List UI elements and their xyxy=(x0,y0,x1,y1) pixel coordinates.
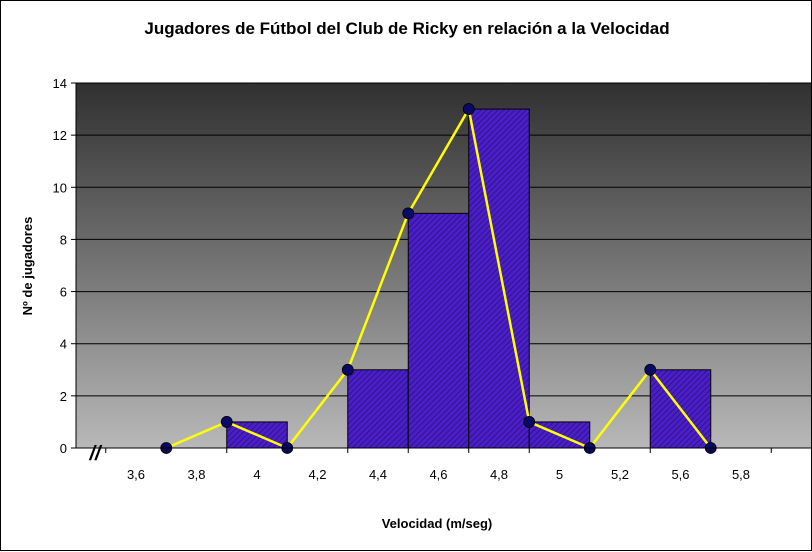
x-tick-label: 4 xyxy=(253,467,260,482)
polygon-point xyxy=(644,363,657,376)
x-tick-label: 4,4 xyxy=(369,467,387,482)
x-tick-label: 3,6 xyxy=(127,467,145,482)
chart-title: Jugadores de Fútbol del Club de Ricky en… xyxy=(144,19,669,38)
frequency-polygon xyxy=(165,105,712,450)
y-tick-label: 14 xyxy=(53,76,67,91)
polygon-point xyxy=(220,416,233,428)
y-tick-label: 10 xyxy=(53,180,67,195)
x-tick-label: 5,8 xyxy=(732,467,750,482)
polygon-line xyxy=(165,105,712,450)
y-tick-label: 2 xyxy=(60,389,67,404)
polygon-point xyxy=(402,207,415,220)
y-axis-label: Nº de jugadores xyxy=(20,217,35,316)
histogram-bar xyxy=(347,369,409,449)
polygon-point xyxy=(523,416,536,428)
y-tick-label: 4 xyxy=(60,337,67,352)
x-tick-label: 4,2 xyxy=(308,467,326,482)
x-tick-label: 5,6 xyxy=(671,467,689,482)
y-tick-label: 8 xyxy=(60,232,67,247)
x-tick-label: 4,6 xyxy=(429,467,447,482)
x-tick-label: 5 xyxy=(556,467,563,482)
x-tick-label: 3,8 xyxy=(187,467,205,482)
polygon-point xyxy=(341,363,354,376)
histogram-bar xyxy=(407,212,470,449)
y-axis-ticks: 0 2 4 6 8 10 12 14 xyxy=(53,76,76,456)
axis-break-mark: // xyxy=(88,443,103,465)
polygon-point xyxy=(462,103,475,115)
x-axis-label: Velocidad (m/seg) xyxy=(382,516,493,531)
y-tick-label: 12 xyxy=(53,128,67,143)
x-tick-label: 4,8 xyxy=(490,467,508,482)
y-tick-label: 0 xyxy=(60,441,67,456)
y-tick-label: 6 xyxy=(60,285,67,300)
x-axis-ticks: 3,6 3,8 4 4,2 4,4 4,6 4,8 5 5,2 5,6 5,8 xyxy=(105,448,772,482)
x-tick-label: 5,2 xyxy=(611,467,629,482)
